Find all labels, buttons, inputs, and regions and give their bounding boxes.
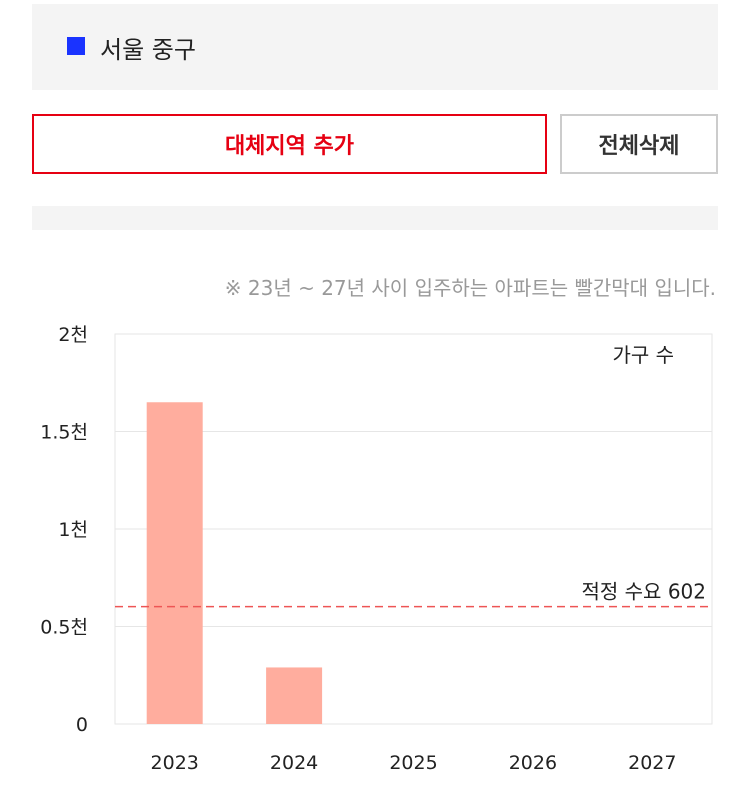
x-tick-label: 2025 bbox=[389, 752, 437, 774]
y-tick-label: 0.5천 bbox=[40, 617, 88, 639]
x-tick-label: 2024 bbox=[270, 752, 318, 774]
add-alternative-region-button[interactable]: 대체지역 추가 bbox=[32, 114, 547, 174]
y-tick-label: 2천 bbox=[58, 324, 88, 346]
reference-line-group: 적정 수요 602 bbox=[115, 580, 712, 608]
y-tick-label: 0 bbox=[76, 714, 88, 736]
region-list-strip bbox=[32, 206, 718, 230]
y-axis-ticks: 0 0.5천 1천 1.5천 2천 bbox=[40, 324, 88, 736]
chart-bars bbox=[146, 402, 323, 724]
x-tick-label: 2023 bbox=[151, 752, 199, 774]
bar-chart: 0 0.5천 1천 1.5천 2천 2023 2024 2025 2026 2027 적정 수요… bbox=[40, 324, 713, 774]
reference-line-label: 적정 수요 602 bbox=[582, 580, 707, 604]
x-tick-label: 2026 bbox=[509, 752, 557, 774]
chart-note: ※ 23년 ~ 27년 사이 입주하는 아파트는 빨간막대 입니다. bbox=[224, 276, 716, 300]
x-axis-ticks: 2023 2024 2025 2026 2027 bbox=[151, 752, 677, 774]
region-color-marker bbox=[67, 37, 85, 55]
y-tick-label: 1.5천 bbox=[40, 422, 88, 444]
legend-label: 가구 수 bbox=[612, 343, 674, 367]
x-tick-label: 2027 bbox=[628, 752, 676, 774]
delete-all-button[interactable]: 전체삭제 bbox=[560, 114, 718, 174]
region-box: 서울 중구 bbox=[32, 4, 718, 90]
region-name: 서울 중구 bbox=[100, 36, 196, 64]
bar-2024 bbox=[266, 667, 323, 724]
chart-grid bbox=[114, 333, 713, 725]
bar-2023 bbox=[146, 402, 203, 724]
y-tick-label: 1천 bbox=[58, 519, 88, 541]
